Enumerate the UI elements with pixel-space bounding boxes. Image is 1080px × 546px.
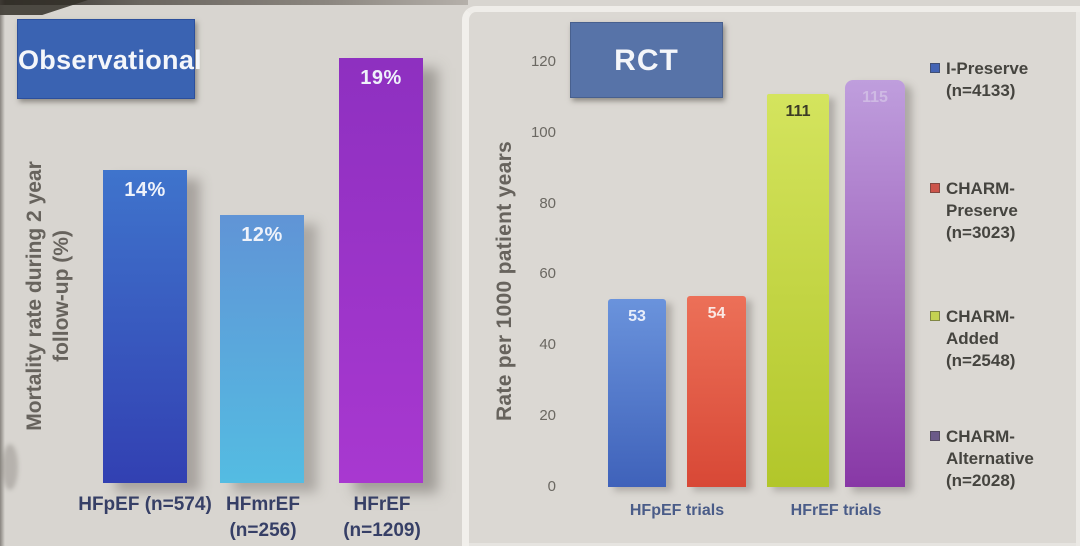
y-tick: 20 bbox=[539, 407, 556, 424]
y-tick: 80 bbox=[539, 195, 556, 212]
y-tick: 60 bbox=[539, 265, 556, 282]
y-tick: 40 bbox=[539, 336, 556, 353]
bar-i-preserve: 53 bbox=[608, 299, 666, 487]
photo-top-edge bbox=[0, 0, 468, 5]
bar-charm-preserve: 54 bbox=[687, 296, 746, 487]
legend-label-charm-preserve: CHARM- Preserve (n=3023) bbox=[946, 179, 1018, 242]
bar-hfref-value: 19% bbox=[360, 67, 402, 89]
y-tick: 0 bbox=[547, 478, 556, 495]
bar-hfref: 19% bbox=[339, 58, 423, 483]
legend-item-i-preserve: I-Preserve (n=4133) bbox=[930, 58, 1028, 102]
bar-charm-added: 111 bbox=[767, 94, 829, 487]
bar-hfpef: 14% bbox=[103, 170, 187, 483]
legend-item-charm-alternative: CHARM- Alternative (n=2028) bbox=[930, 426, 1034, 492]
legend-item-charm-added: CHARM- Added (n=2548) bbox=[930, 306, 1015, 372]
legend-label-i-preserve: I-Preserve (n=4133) bbox=[946, 59, 1029, 100]
bar-i-preserve-value: 53 bbox=[628, 308, 646, 325]
y-tick: 120 bbox=[530, 53, 556, 70]
rct-title: RCT bbox=[570, 22, 723, 98]
bar-charm-added-value: 111 bbox=[785, 103, 811, 120]
legend-marker-i-preserve bbox=[930, 63, 940, 73]
y-tick: 100 bbox=[530, 124, 556, 141]
bar-charm-alternative-value: 115 bbox=[862, 89, 888, 106]
legend-marker-charm-alternative bbox=[930, 431, 940, 441]
bar-hfmref-value: 12% bbox=[241, 224, 283, 246]
photo-corner-shadow bbox=[0, 0, 88, 15]
bar-hfpef-value: 14% bbox=[124, 179, 166, 201]
photo-left-edge bbox=[0, 0, 5, 546]
legend-marker-charm-added bbox=[930, 311, 940, 321]
bar-charm-alternative: 115 bbox=[845, 80, 905, 487]
right-x-label-hfref-trials: HFrEF trials bbox=[790, 502, 882, 519]
legend-item-charm-preserve: CHARM- Preserve (n=3023) bbox=[930, 178, 1018, 244]
legend-label-charm-alternative: CHARM- Alternative (n=2028) bbox=[946, 427, 1034, 490]
left-x-label-hfmref: HFmrEF (n=256) bbox=[226, 494, 300, 541]
left-x-label-hfpef: HFpEF (n=574) bbox=[78, 494, 212, 515]
right-y-axis-ticks: 0 20 40 60 80 100 120 bbox=[514, 40, 556, 495]
left-x-label-hfref: HFrEF (n=1209) bbox=[343, 494, 421, 541]
rct-plot-area: 53 54 111 115 bbox=[600, 75, 912, 487]
photo-smudge bbox=[2, 444, 18, 490]
legend-marker-charm-preserve bbox=[930, 183, 940, 193]
left-y-axis-label-line1: Mortality rate during 2 year bbox=[23, 161, 46, 431]
observational-title: Observational bbox=[17, 19, 202, 99]
observational-plot-area: 14% 12% 19% bbox=[95, 50, 435, 483]
legend-label-charm-added: CHARM- Added (n=2548) bbox=[946, 307, 1016, 370]
bar-hfmref: 12% bbox=[220, 215, 304, 483]
left-y-axis-label-line2: follow-up (%) bbox=[50, 230, 73, 362]
left-y-axis-label: Mortality rate during 2 year follow-up (… bbox=[21, 81, 77, 511]
right-x-label-hfpef-trials: HFpEF trials bbox=[629, 502, 725, 519]
bar-charm-preserve-value: 54 bbox=[707, 305, 726, 322]
